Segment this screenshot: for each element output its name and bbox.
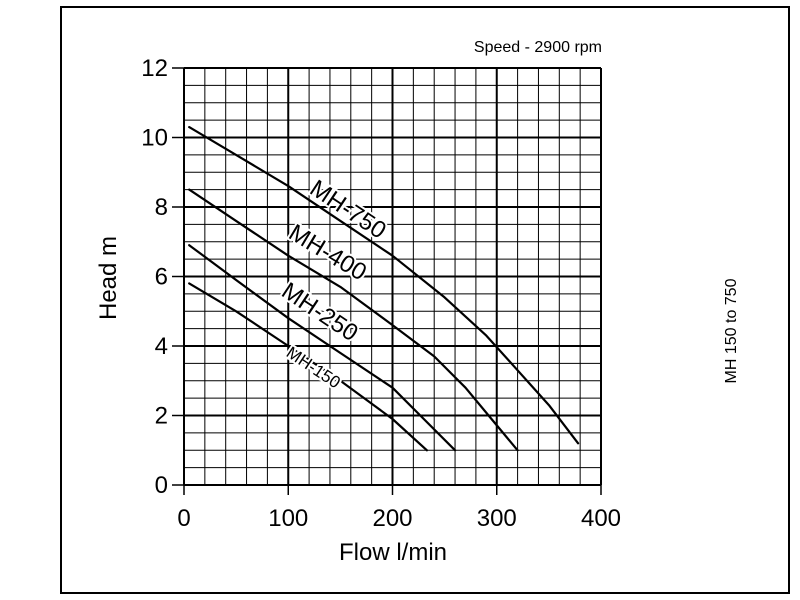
speed-annotation: Speed - 2900 rpm (474, 39, 602, 56)
x-axis-label: Flow l/min (339, 539, 447, 566)
y-tick-label: 8 (155, 194, 168, 221)
y-axis-label: Head m (95, 236, 122, 320)
side-note: MH 150 to 750 (723, 278, 740, 383)
y-tick-label: 4 (155, 333, 168, 360)
y-tick-label: 12 (141, 55, 168, 82)
x-tick-label: 100 (268, 505, 308, 532)
x-tick-label: 0 (177, 505, 190, 532)
series-lines (188, 125, 580, 452)
axes: 0 2 4 6 8 10 12 0 100 200 300 400 (141, 55, 621, 532)
chart-frame (60, 6, 790, 594)
series-line-mh-150 (188, 282, 428, 452)
x-tick-label: 400 (581, 505, 621, 532)
y-tick-label: 0 (155, 472, 168, 499)
series-line-mh-250 (188, 244, 457, 452)
x-tick-label: 200 (372, 505, 412, 532)
series-line-mh-400 (188, 188, 519, 452)
x-tick-label: 300 (477, 505, 517, 532)
y-tick-label: 10 (141, 125, 168, 152)
grid (183, 67, 602, 486)
series-line-mh-750 (188, 125, 580, 445)
y-tick-label: 6 (155, 264, 168, 291)
y-tick-label: 2 (155, 403, 168, 430)
series-label-mh-250: MH-250 (277, 277, 363, 347)
